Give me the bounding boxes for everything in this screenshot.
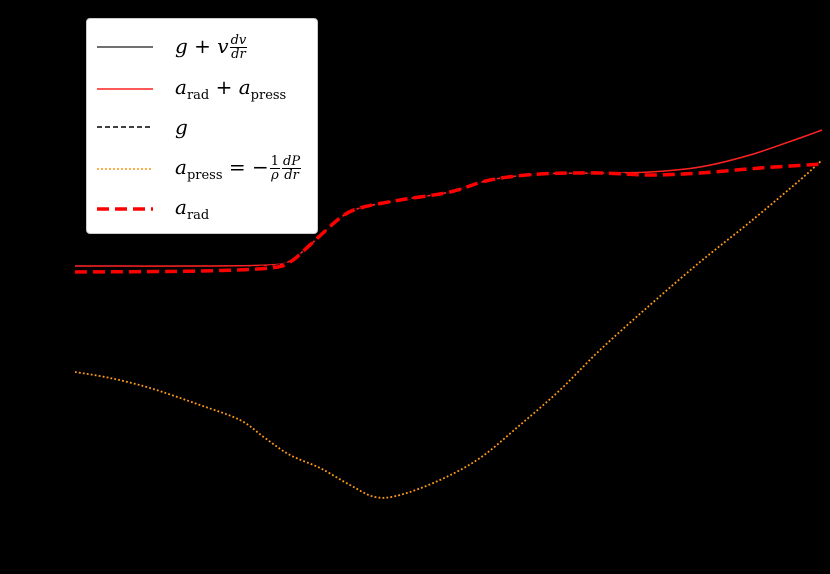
legend: g + v dv dr arad + apress g apress = −1 ρ dP… [86,18,318,234]
series-layer [74,129,823,499]
solid-line-swatch-icon [97,46,153,48]
legend-label: apress = −1 ρ dP dr [175,154,302,183]
red-line-swatch-icon [97,88,153,90]
dashed-line-swatch-icon [97,126,153,128]
dotted-line-swatch-icon [97,168,153,170]
legend-item-arad: arad [97,191,209,227]
thick-dashed-line-swatch-icon [97,207,153,211]
series-line-3 [74,159,823,499]
legend-item-g-plus-vdvdr: g + v dv dr [97,29,248,65]
series-line-4 [74,162,823,274]
legend-label: arad [175,195,210,223]
legend-item-arad-plus-apress: arad + apress [97,71,286,107]
legend-item-g: g [97,109,188,145]
legend-label: g + v dv dr [175,32,248,62]
legend-label: g [175,115,188,139]
legend-item-apress: apress = −1 ρ dP dr [97,151,302,187]
legend-label: arad + apress [175,75,287,103]
